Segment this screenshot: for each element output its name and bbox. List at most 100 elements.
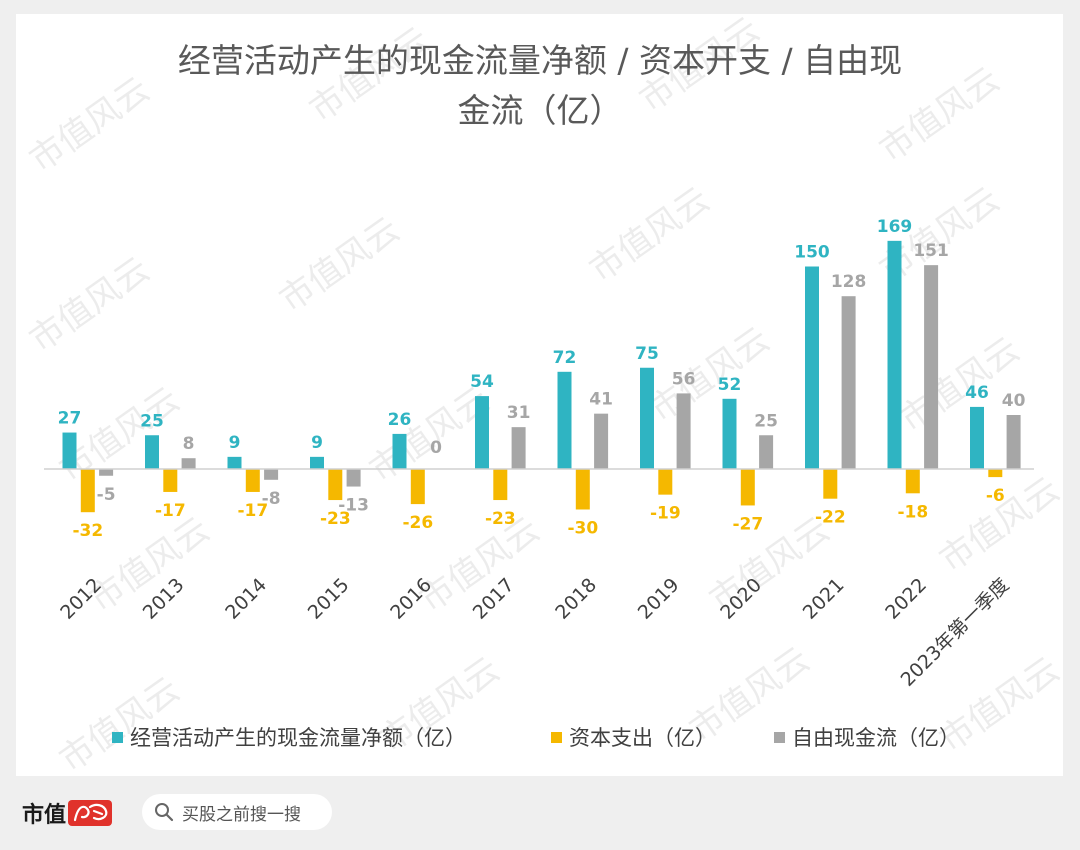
search-placeholder: 买股之前搜一搜 [182, 804, 301, 825]
bar-2-7 [676, 393, 691, 469]
bar-1-9 [823, 469, 838, 499]
data-label-2-5: 31 [507, 403, 531, 423]
bar-0-4 [392, 433, 407, 469]
data-label-0-0: 27 [58, 409, 82, 429]
x-tick-10: 2022 [881, 574, 931, 624]
data-label-0-1: 25 [140, 411, 164, 431]
bar-1-7 [658, 469, 673, 495]
chart-title-line-1: 经营活动产生的现金流量净额 / 资本开支 / 自由现 [178, 41, 902, 80]
bar-1-8 [740, 469, 755, 506]
x-tick-7: 2019 [634, 574, 684, 624]
bar-2-9 [841, 296, 856, 469]
data-label-1-1: -17 [155, 501, 186, 521]
brand-name: 市值 [22, 802, 67, 828]
bar-1-6 [575, 469, 590, 510]
bar-0-6 [557, 371, 572, 469]
data-labels-layer: 27-32-525-178 9-17-89-23-1326-26054-23317… [58, 217, 1026, 541]
data-label-2-2: -8 [262, 489, 281, 509]
data-label-1-5: -23 [485, 509, 516, 529]
bar-0-0 [62, 432, 77, 469]
brand-logo: 市值 [22, 796, 113, 830]
x-tick-9: 2021 [799, 574, 849, 624]
bar-2-2 [264, 469, 279, 480]
watermark-text-5: 市值风云 [273, 210, 407, 321]
legend-swatch-2 [774, 732, 785, 743]
data-label-1-0: -32 [72, 521, 103, 541]
chart-card: 市值风云 市值风云 市值风云 市值风云 市值风云 市值风云 市值风云 市值风云 市值风云 市值风云… [16, 14, 1063, 776]
data-label-2-9: 128 [831, 272, 867, 292]
legend-label-1: 资本支出（亿） [569, 726, 716, 750]
data-label-0-9: 150 [794, 243, 830, 263]
bar-0-5 [475, 396, 489, 469]
legend: 经营活动产生的现金流量净额（亿） 资本支出（亿） 自由现金流（亿） [112, 726, 960, 750]
data-label-0-3: 9 [311, 433, 323, 453]
bar-2-6 [594, 413, 609, 469]
x-tick-2: 2014 [221, 574, 271, 624]
bar-0-3 [310, 456, 324, 469]
data-label-0-5: 54 [470, 372, 494, 392]
data-label-1-3: -23 [320, 509, 351, 529]
bar-2-8 [759, 435, 774, 469]
watermark-text-6: 市值风云 [583, 180, 717, 291]
legend-swatch-0 [112, 732, 123, 743]
data-label-1-9: -22 [815, 508, 846, 528]
data-label-2-3: -13 [338, 496, 369, 516]
watermark-text-4: 市值风云 [23, 250, 157, 361]
data-label-0-2: 9 [229, 433, 241, 453]
data-label-2-11: 40 [1002, 391, 1026, 411]
data-label-2-6: 41 [589, 390, 613, 410]
legend-label-0: 经营活动产生的现金流量净额（亿） [130, 726, 466, 750]
bar-2-5 [511, 427, 526, 469]
watermark-text-16: 市值风云 [53, 670, 187, 776]
bar-2-0 [99, 469, 114, 476]
bar-1-3 [328, 469, 343, 501]
search-box[interactable]: 买股之前搜一搜 [142, 794, 332, 830]
data-label-2-4: 0 [430, 438, 442, 458]
data-label-1-8: -27 [732, 514, 763, 534]
data-label-1-11: -6 [986, 486, 1005, 506]
bar-2-3 [346, 469, 361, 487]
bar-2-11 [1006, 415, 1021, 469]
data-label-1-7: -19 [650, 504, 681, 524]
fengyun-logo-icon [68, 800, 113, 826]
data-label-2-7: 56 [672, 369, 696, 389]
chart-title-line-2: 金流（亿） [458, 91, 623, 130]
bar-2-10 [924, 265, 939, 469]
bar-0-1 [145, 435, 159, 469]
watermark-text-0: 市值风云 [23, 70, 157, 181]
bar-1-1 [163, 469, 178, 492]
x-tick-labels: 2012 2013 2014 2015 2016 2017 2018 2019 2020 2021… [56, 574, 1013, 691]
data-label-0-7: 75 [635, 344, 659, 364]
bar-1-10 [905, 469, 920, 494]
data-label-0-10: 169 [877, 217, 913, 237]
bar-1-0 [80, 469, 95, 513]
bar-0-11 [970, 406, 984, 469]
x-tick-3: 2015 [304, 574, 354, 624]
bar-0-7 [640, 367, 654, 469]
data-label-2-8: 25 [754, 411, 778, 431]
data-label-1-2: -17 [237, 501, 268, 521]
data-label-2-10: 151 [913, 241, 949, 261]
bar-1-2 [245, 469, 260, 492]
data-label-2-0: -5 [97, 485, 116, 505]
x-tick-6: 2018 [551, 574, 601, 624]
bar-0-8 [722, 398, 737, 469]
bar-1-5 [493, 469, 508, 501]
data-label-0-11: 46 [965, 383, 989, 403]
bar-0-10 [887, 240, 902, 469]
data-label-0-4: 26 [388, 410, 412, 430]
bar-1-4 [410, 469, 425, 505]
data-label-1-4: -26 [402, 513, 433, 533]
legend-label-2: 自由现金流（亿） [792, 726, 960, 750]
bar-0-9 [805, 266, 819, 469]
bar-2-1 [181, 458, 196, 469]
bar-0-2 [227, 456, 242, 469]
bar-1-11 [988, 469, 1003, 478]
bars-layer [62, 240, 1021, 513]
data-label-0-6: 72 [553, 348, 577, 368]
data-label-1-6: -30 [567, 519, 598, 539]
data-label-0-8: 52 [718, 375, 742, 395]
search-icon [155, 803, 174, 822]
data-label-1-10: -18 [897, 502, 928, 522]
